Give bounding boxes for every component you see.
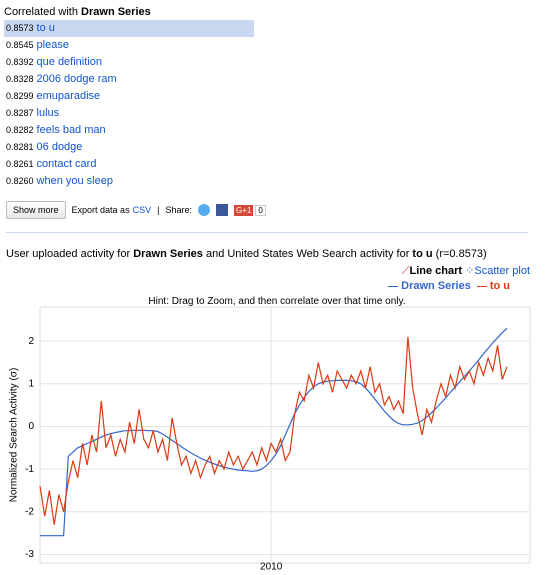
result-row[interactable]: 0.8260 when you sleep xyxy=(4,173,254,190)
hint: Hint: Drag to Zoom, and then correlate o… xyxy=(148,296,406,307)
scatter-view[interactable]: Scatter plot xyxy=(474,265,530,277)
header-prefix: Correlated with xyxy=(4,6,78,18)
x-tick-label: 2010 xyxy=(260,562,283,573)
legend-entry: to u xyxy=(476,280,510,292)
y-tick-label: 2 xyxy=(28,336,34,347)
result-term: 2006 dodge ram xyxy=(36,73,117,85)
result-score: 0.8281 xyxy=(6,142,34,152)
legend-label: Drawn Series xyxy=(401,280,471,292)
list-header: Correlated with Drawn Series xyxy=(4,4,254,20)
legend-swatch xyxy=(476,285,487,287)
caption-r: (r=0.8573) xyxy=(435,248,487,260)
result-score: 0.8392 xyxy=(6,57,34,67)
result-term: to u xyxy=(36,22,55,34)
view-switch: ⟋Line chart ⁘Scatter plot xyxy=(402,264,530,278)
line-view[interactable]: Line chart xyxy=(409,265,463,277)
result-term: when you sleep xyxy=(36,175,113,187)
legend-swatch xyxy=(388,285,399,287)
result-term: lulus xyxy=(36,107,60,119)
result-row[interactable]: 0.8281 06 dodge xyxy=(4,139,254,156)
caption-series: Drawn Series xyxy=(133,248,203,260)
legend-entry: Drawn Series xyxy=(388,280,471,292)
result-score: 0.8299 xyxy=(6,91,34,101)
caption-text: User uploaded activity for xyxy=(6,248,131,260)
y-tick-label: -2 xyxy=(25,506,34,517)
result-term: contact card xyxy=(36,158,97,170)
result-row[interactable]: 0.8299 emuparadise xyxy=(4,88,254,105)
result-row[interactable]: 0.8573 to u xyxy=(4,20,254,37)
result-term: emuparadise xyxy=(36,90,101,102)
result-score: 0.8287 xyxy=(6,108,34,118)
result-term: feels bad man xyxy=(36,124,106,136)
caption: User uploaded activity for Drawn Series … xyxy=(6,248,487,260)
series-line xyxy=(39,336,508,525)
plus-count: 0 xyxy=(255,204,266,216)
divider xyxy=(6,232,528,233)
result-score: 0.8260 xyxy=(6,176,34,186)
export-label: Export data as xyxy=(71,205,130,215)
result-term: please xyxy=(36,39,69,51)
result-row[interactable]: 0.8328 2006 dodge ram xyxy=(4,71,254,88)
result-score: 0.8261 xyxy=(6,159,34,169)
toolbar: Show more Export data as CSV | Share: G+… xyxy=(6,201,266,219)
y-axis-label: Normalized Search Activity (σ) xyxy=(9,368,20,503)
show-more-button[interactable]: Show more xyxy=(6,201,66,219)
result-term: 06 dodge xyxy=(36,141,83,153)
legend: Drawn Series to u xyxy=(382,280,510,292)
header-series: Drawn Series xyxy=(81,6,151,18)
result-row[interactable]: 0.8287 lulus xyxy=(4,105,254,122)
y-tick-label: -1 xyxy=(25,464,34,475)
result-term: que definition xyxy=(36,56,102,68)
y-tick-label: 1 xyxy=(28,378,34,389)
twitter-icon[interactable] xyxy=(197,204,210,216)
result-score: 0.8545 xyxy=(6,40,34,50)
result-row[interactable]: 0.8392 que definition xyxy=(4,54,254,71)
facebook-icon[interactable] xyxy=(215,204,228,216)
line-icon: ⟋ xyxy=(401,265,410,277)
result-row[interactable]: 0.8545 please xyxy=(4,37,254,54)
share-label: Share: xyxy=(165,205,192,215)
caption-query: to u xyxy=(412,248,433,260)
legend-label: to u xyxy=(489,280,510,292)
caption-text: and United States Web Search activity fo… xyxy=(205,248,410,260)
result-row[interactable]: 0.8282 feels bad man xyxy=(4,122,254,139)
chart: -3 -2 -1 0 1 2 2010 Normalized Search Activity … xyxy=(9,306,531,573)
result-row[interactable]: 0.8261 contact card xyxy=(4,156,254,173)
result-score: 0.8328 xyxy=(6,74,34,84)
y-tick-label: 0 xyxy=(28,421,34,432)
y-tick-label: -3 xyxy=(25,549,34,560)
plus-button[interactable]: G+1 xyxy=(233,204,254,216)
separator: | xyxy=(157,205,160,215)
result-score: 0.8573 xyxy=(6,23,34,33)
csv-link[interactable]: CSV xyxy=(132,205,152,215)
scatter-icon: ⁘ xyxy=(465,265,475,277)
result-score: 0.8282 xyxy=(6,125,34,135)
